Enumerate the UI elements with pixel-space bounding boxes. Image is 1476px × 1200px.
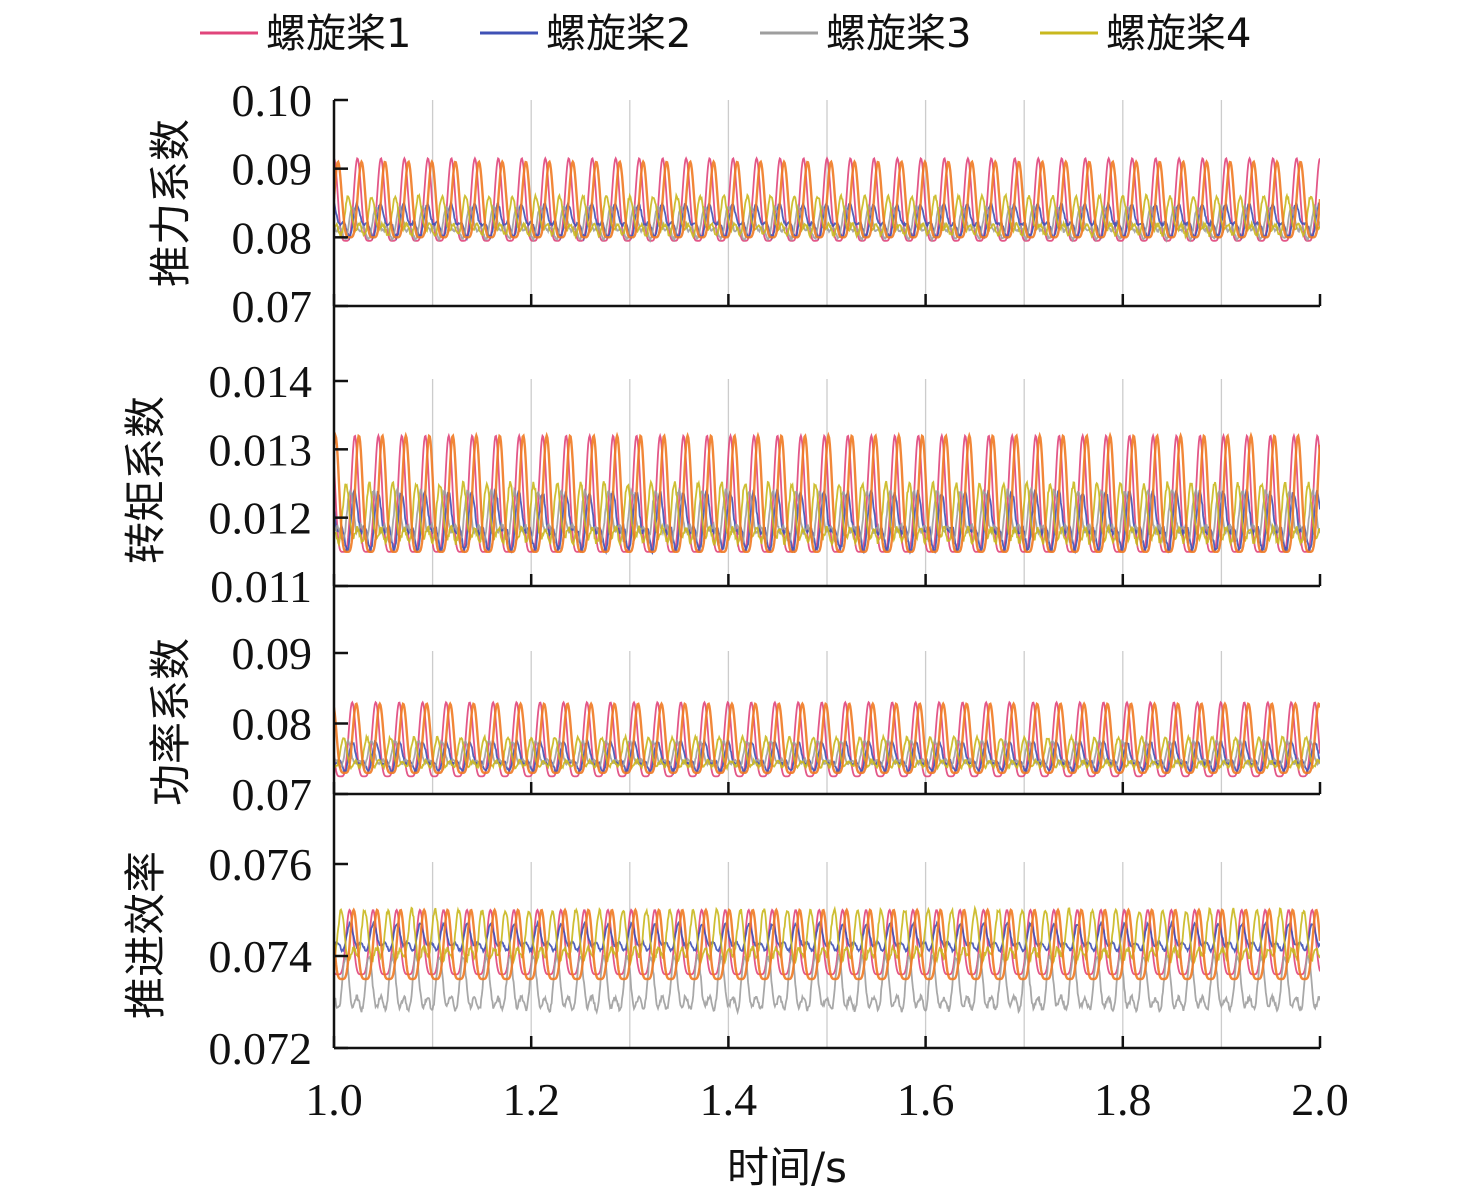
- series-group: [334, 431, 1320, 556]
- x-tick-label: 2.0: [1291, 1074, 1349, 1125]
- series-line: [334, 908, 1320, 976]
- y-tick-label: 0.074: [209, 931, 313, 982]
- series-line: [334, 486, 1320, 556]
- legend-item: 螺旋桨4: [1040, 11, 1251, 57]
- y-tick-label: 0.076: [209, 839, 313, 890]
- y-tick-label: 0.013: [209, 424, 313, 475]
- x-axis: 1.0 1.2 1.4 1.6 1.8 2.0: [305, 1074, 1349, 1125]
- y-tick-label: 0.012: [209, 493, 313, 544]
- series-group: [334, 156, 1320, 244]
- legend-label: 螺旋桨2: [546, 11, 691, 57]
- y-tick-label: 0.09: [232, 144, 313, 195]
- y-tick-label: 0.014: [209, 356, 313, 407]
- series-line: [334, 156, 1320, 242]
- legend-label: 螺旋桨4: [1106, 11, 1251, 57]
- series-line: [334, 701, 1320, 774]
- panel: 0.072 0.074 0.076 推进效率: [121, 794, 1322, 1074]
- x-tick-label: 1.4: [700, 1074, 758, 1125]
- legend-item: 螺旋桨2: [480, 11, 691, 57]
- y-tick-label: 0.08: [232, 699, 313, 750]
- series-line: [334, 479, 1320, 548]
- series-line: [334, 732, 1320, 772]
- y-axis-label: 转矩系数: [121, 396, 170, 564]
- legend-item: 螺旋桨1: [200, 11, 411, 57]
- y-tick-label: 0.10: [232, 75, 313, 126]
- panel: 0.011 0.012 0.013 0.014 转矩系数: [121, 306, 1322, 612]
- legend-item: 螺旋桨3: [760, 11, 971, 57]
- x-tick-label: 1.8: [1094, 1074, 1152, 1125]
- panel: 0.07 0.08 0.09 功率系数: [146, 586, 1322, 820]
- x-tick-label: 1.2: [502, 1074, 560, 1125]
- series-group: [334, 700, 1320, 778]
- y-axis-label: 推力系数: [146, 119, 195, 287]
- series-line: [334, 159, 1320, 239]
- y-tick-label: 0.011: [210, 561, 312, 612]
- y-tick-label: 0.08: [232, 212, 313, 263]
- series-line: [334, 431, 1320, 553]
- x-tick-label: 1.0: [305, 1074, 363, 1125]
- y-axis-label: 功率系数: [146, 638, 195, 806]
- series-group: [334, 904, 1320, 1016]
- y-tick-label: 0.07: [232, 281, 313, 332]
- panel: 0.07 0.08 0.09 0.10 推力系数: [146, 75, 1322, 332]
- y-tick-label: 0.072: [209, 1023, 313, 1074]
- legend-label: 螺旋桨1: [266, 11, 411, 57]
- series-line: [334, 950, 1320, 1016]
- series-line: [334, 485, 1320, 548]
- legend-label: 螺旋桨3: [826, 11, 971, 57]
- y-tick-label: 0.09: [232, 628, 313, 679]
- y-tick-label: 0.07: [232, 769, 313, 820]
- series-line: [334, 191, 1320, 240]
- chart-panels: 0.07 0.08 0.09 0.10 推力系数 0.011 0.012 0.013 0.014…: [121, 75, 1322, 1074]
- series-line: [334, 700, 1320, 778]
- series-line: [334, 907, 1320, 981]
- legend: 螺旋桨1 螺旋桨2 螺旋桨3 螺旋桨4: [200, 11, 1251, 57]
- x-axis-label: 时间/s: [727, 1143, 847, 1192]
- y-axis-label: 推进效率: [121, 851, 170, 1019]
- x-tick-label: 1.6: [897, 1074, 955, 1125]
